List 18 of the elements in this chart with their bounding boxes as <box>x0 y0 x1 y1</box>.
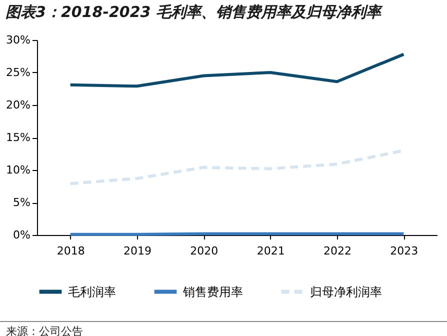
y-tick-label: 15% <box>6 131 30 144</box>
x-tick-label: 2021 <box>256 244 285 258</box>
y-tick-label: 30% <box>6 34 30 46</box>
legend-label: 销售费用率 <box>182 284 243 299</box>
y-tick-label: 0% <box>13 228 30 242</box>
x-tick-label: 2020 <box>190 244 218 258</box>
x-tick-label: 2023 <box>390 244 418 258</box>
y-tick-label: 25% <box>6 66 30 79</box>
legend-label: 毛利润率 <box>68 284 116 299</box>
x-tick-label: 2018 <box>56 244 85 258</box>
chart-title: 图表3：2018-2023 毛利率、销售费用率及归母净利率 <box>6 3 383 21</box>
line-series <box>68 52 406 88</box>
legend-label: 归母净利润率 <box>310 284 382 299</box>
x-tick-label: 2022 <box>324 244 352 258</box>
y-tick-label: 10% <box>6 164 30 176</box>
y-tick-label: 20% <box>6 98 30 112</box>
y-tick-label: 5% <box>13 196 30 209</box>
x-tick-label: 2019 <box>124 244 152 258</box>
